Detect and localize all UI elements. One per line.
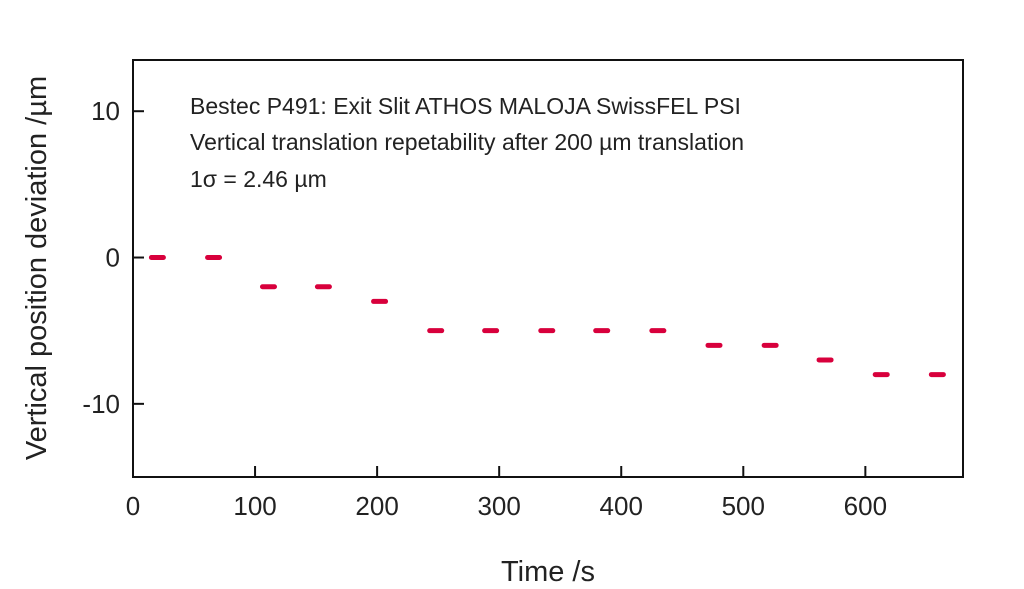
y-tick-label: 10 (91, 96, 120, 126)
x-tick-label: 0 (126, 491, 140, 521)
annotation-line-1: Bestec P491: Exit Slit ATHOS MALOJA Swis… (190, 93, 741, 119)
annotation-line-2: Vertical translation repetability after … (190, 129, 744, 155)
x-tick-label: 400 (600, 491, 643, 521)
y-tick-label: 0 (106, 243, 120, 273)
x-tick-label: 200 (355, 491, 398, 521)
x-axis-label: Time /s (501, 556, 595, 588)
y-tick-label: -10 (82, 389, 120, 419)
y-axis-label: Vertical position deviation /µm (21, 76, 53, 460)
x-tick-label: 300 (477, 491, 520, 521)
x-tick-label: 600 (844, 491, 887, 521)
x-tick-label: 100 (233, 491, 276, 521)
annotation-sigma: 1σ = 2.46 µm (190, 166, 327, 192)
x-tick-label: 500 (722, 491, 765, 521)
plot-frame (132, 59, 964, 478)
